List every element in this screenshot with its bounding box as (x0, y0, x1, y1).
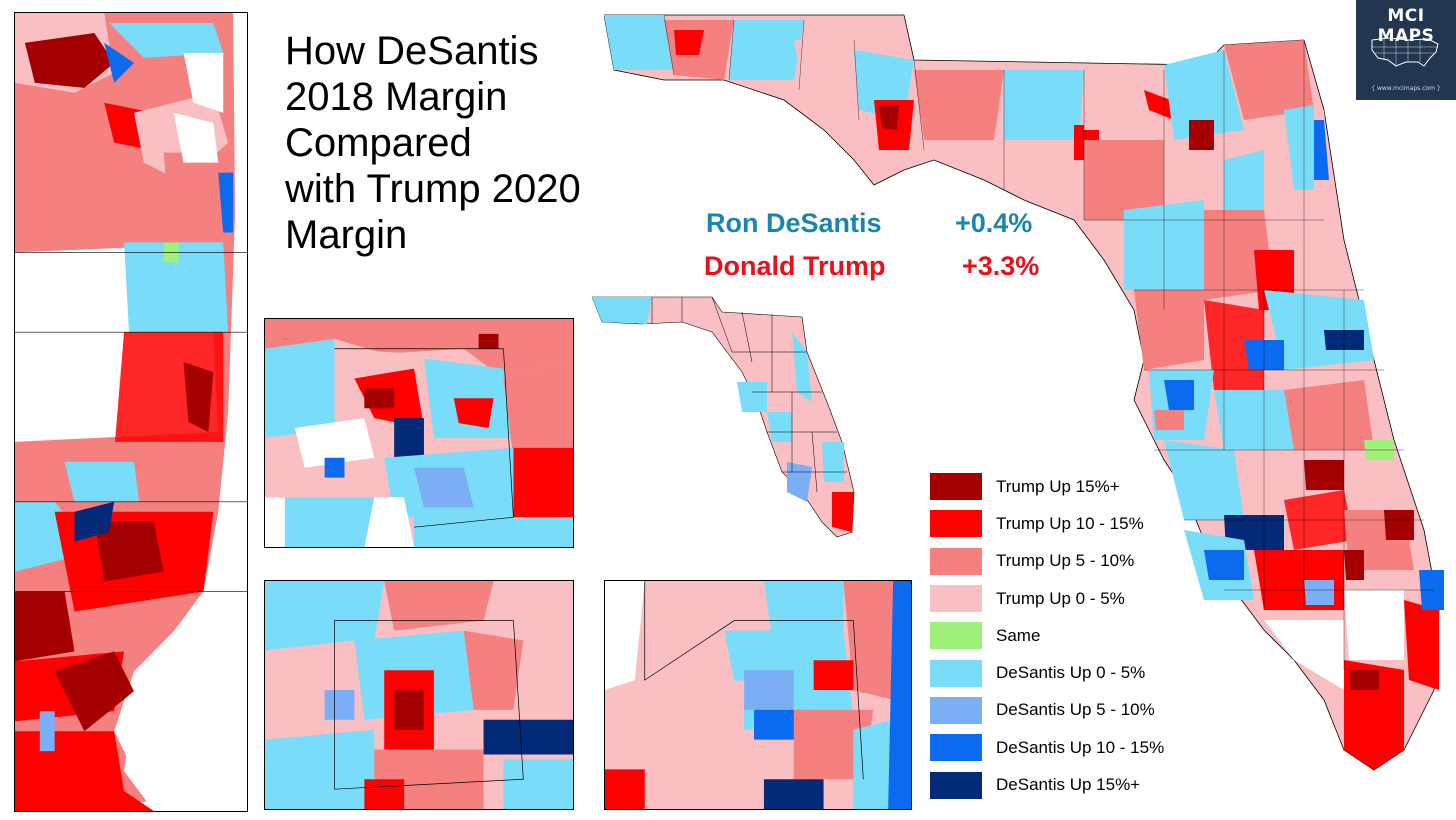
logo-url: { www.mcimaps.com } (1371, 85, 1441, 92)
legend-swatch (930, 734, 982, 762)
legend-item: DeSantis Up 15%+ (930, 766, 1164, 803)
inset-south-florida (14, 12, 248, 812)
legend-item: DeSantis Up 10 - 15% (930, 729, 1164, 766)
mci-maps-logo: MCI MAPS { www.mcimaps.com } (1356, 0, 1456, 100)
legend-swatch (930, 771, 982, 799)
map-title: How DeSantis 2018 Margin Compared with T… (285, 29, 581, 257)
inset-jacksonville (604, 580, 912, 810)
legend-swatch (930, 547, 982, 575)
us-map-icon (1371, 37, 1439, 67)
legend-item: Trump Up 0 - 5% (930, 580, 1164, 617)
tampa-bay-map (265, 319, 573, 547)
county-result-svg (591, 296, 855, 538)
legend-item: DeSantis Up 5 - 10% (930, 692, 1164, 729)
legend-swatch (930, 473, 982, 501)
inset-tampa-bay (264, 318, 574, 548)
legend-label: Same (996, 625, 1041, 645)
county-result-map (591, 292, 872, 562)
legend-label: Trump Up 0 - 5% (996, 588, 1125, 608)
legend-swatch (930, 696, 982, 724)
legend-item: Same (930, 617, 1164, 654)
legend-label: Trump Up 5 - 10% (996, 551, 1135, 571)
legend-swatch (930, 659, 982, 687)
legend-item: Trump Up 10 - 15% (930, 505, 1164, 542)
legend-label: DeSantis Up 15%+ (996, 775, 1141, 795)
legend-label: DeSantis Up 0 - 5% (996, 663, 1146, 683)
legend-item: Trump Up 15%+ (930, 468, 1164, 505)
legend-label: Trump Up 10 - 15% (996, 513, 1144, 533)
florida-main-svg (603, 14, 1444, 771)
legend-swatch (930, 585, 982, 613)
jacksonville-map (605, 581, 911, 809)
orlando-map (265, 581, 573, 809)
desantis-margin: +0.4% (955, 208, 1033, 238)
legend-swatch (930, 622, 982, 650)
trump-name: Donald Trump (704, 251, 886, 281)
legend-swatch (930, 510, 982, 538)
inset-orlando (264, 580, 574, 810)
legend-label: Trump Up 15%+ (996, 476, 1120, 496)
legend: Trump Up 15%+ Trump Up 10 - 15% Trump Up… (930, 468, 1164, 804)
legend-label: DeSantis Up 5 - 10% (996, 700, 1155, 720)
florida-main-map (603, 10, 1450, 810)
legend-item: DeSantis Up 0 - 5% (930, 654, 1164, 691)
legend-item: Trump Up 5 - 10% (930, 543, 1164, 580)
desantis-name: Ron DeSantis (706, 208, 882, 238)
trump-margin: +3.3% (962, 251, 1040, 281)
south-florida-map (15, 13, 247, 811)
legend-label: DeSantis Up 10 - 15% (996, 737, 1165, 757)
